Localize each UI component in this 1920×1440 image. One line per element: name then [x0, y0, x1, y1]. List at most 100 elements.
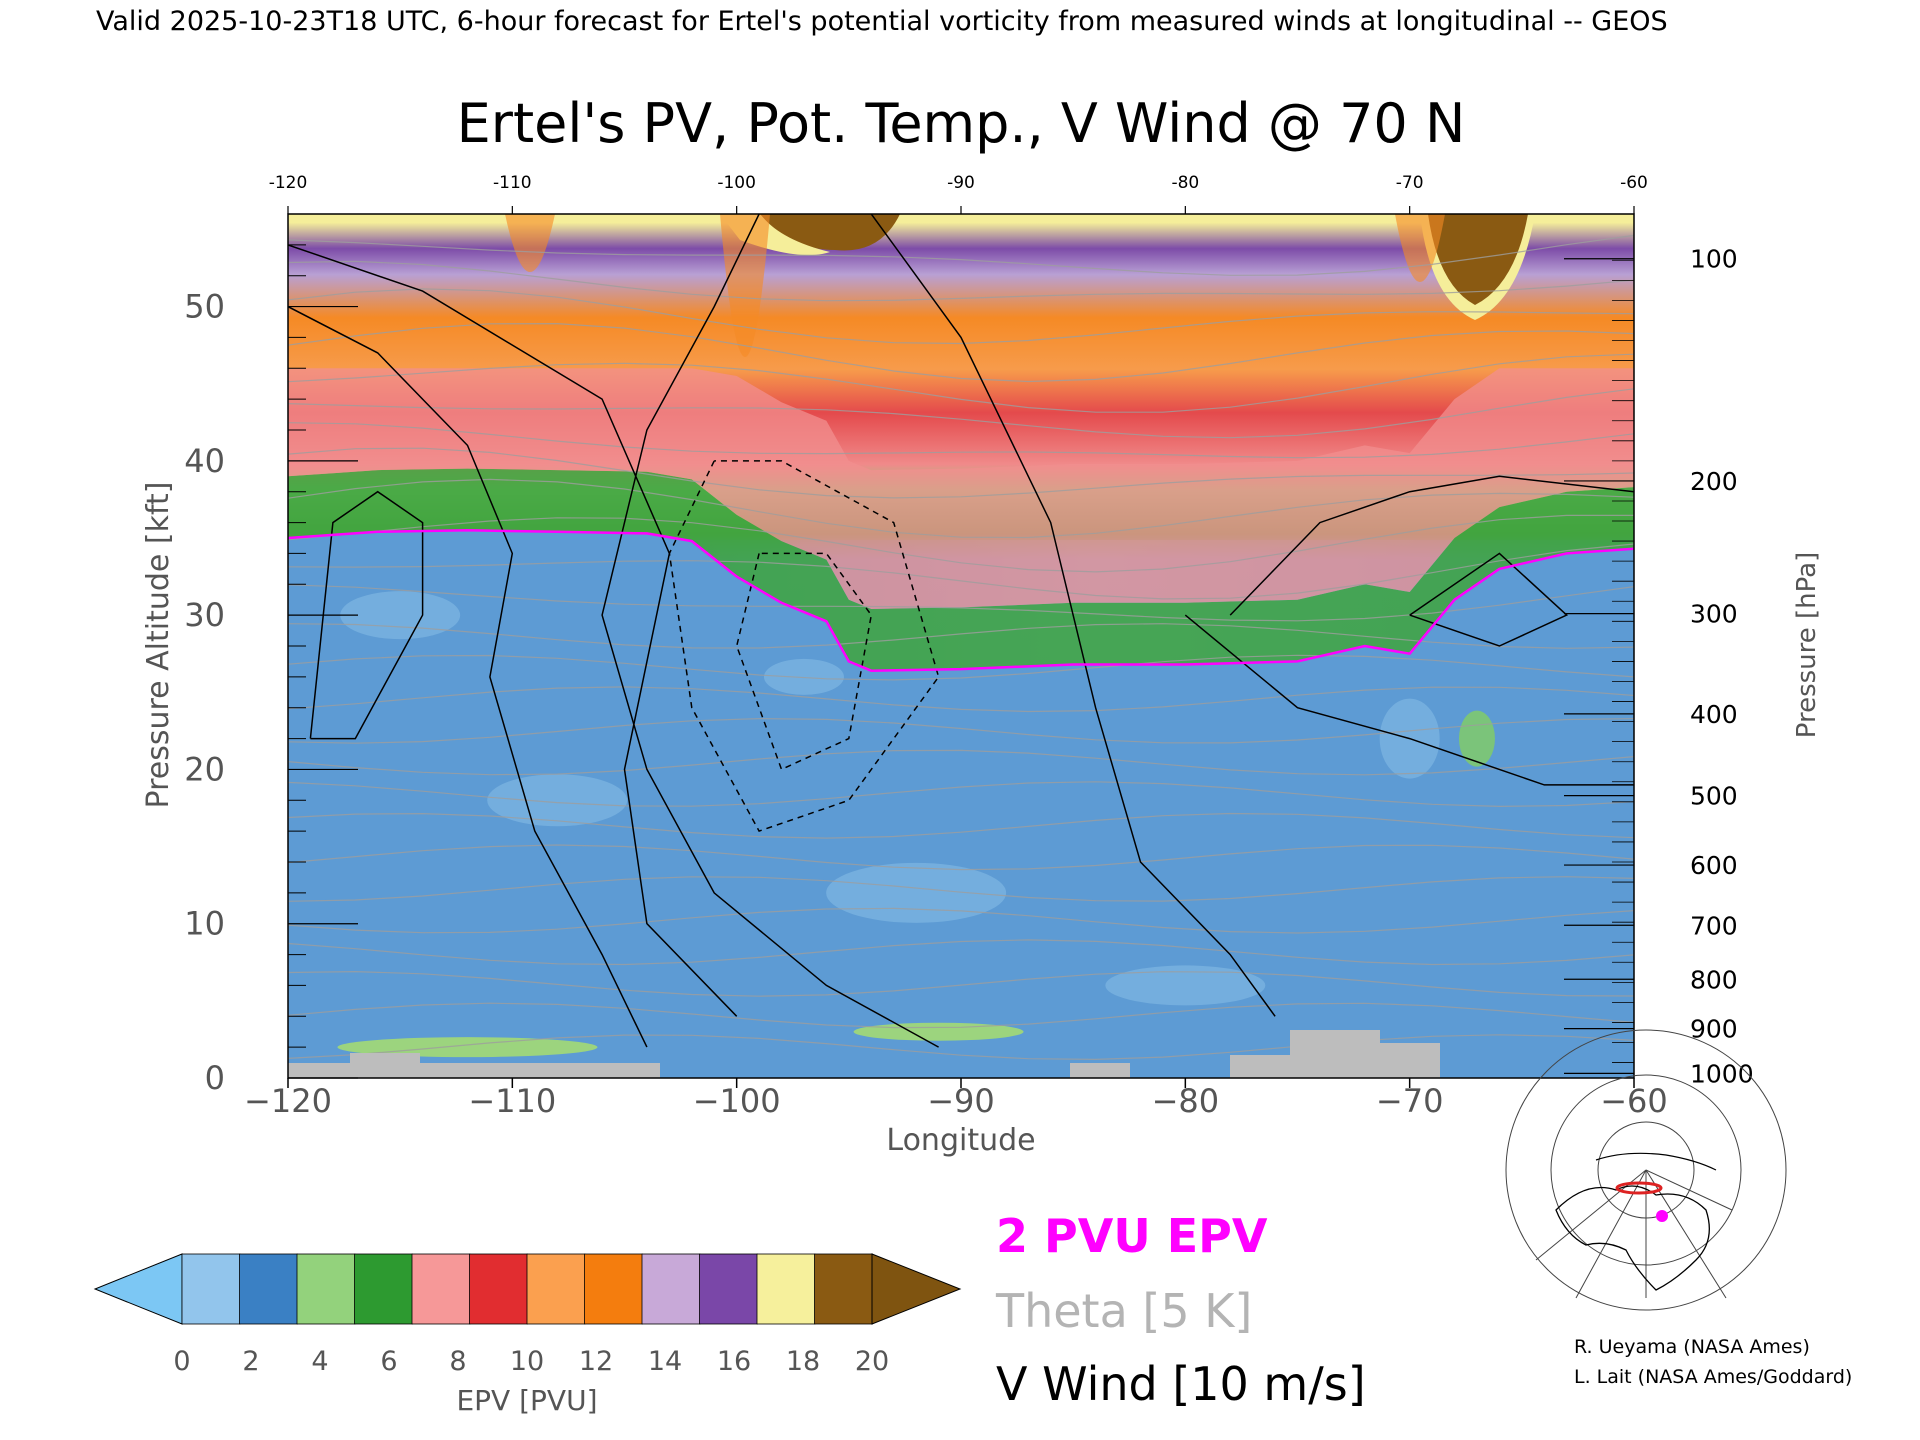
x-tick-label: −90 — [927, 1082, 995, 1120]
tropopause-2pvu-line — [288, 529, 1634, 672]
x-tick-label: −120 — [244, 1082, 332, 1120]
theta-line — [288, 543, 1634, 600]
pressure-tick-label: 1000 — [1690, 1059, 1754, 1088]
colorbar-tick-label: 10 — [510, 1346, 544, 1377]
pv-dip — [720, 214, 770, 357]
theta-line — [288, 260, 1634, 302]
colorbar-tick-label: 4 — [311, 1346, 328, 1377]
theta-line — [288, 812, 1634, 839]
colorbar: 0 2 4 6 8 10 12 14 16 18 20 — [93, 1253, 962, 1377]
pv-light-blob — [826, 862, 1007, 923]
colorbar-under-arrow — [93, 1253, 183, 1325]
pressure-tick-label: 200 — [1690, 467, 1738, 496]
v-wind-contour-line — [735, 552, 873, 771]
pressure-tick-label: 900 — [1690, 1015, 1738, 1044]
top-tick-label: -120 — [269, 173, 308, 193]
pressure-tick-label: 100 — [1690, 245, 1738, 274]
top-axis: -120 -110 -100 -90 -80 -70 -60 — [269, 173, 1648, 214]
theta-line — [288, 970, 1634, 997]
top-tick-label: -100 — [717, 173, 756, 193]
surface-pv-streak — [337, 1037, 598, 1058]
colorbar-tick-label: 2 — [242, 1346, 259, 1377]
v-wind-contour-line — [1184, 614, 1634, 786]
theta-line — [288, 478, 1634, 539]
colorbar-segment — [814, 1253, 873, 1325]
v-wind-contour-line — [1229, 475, 1634, 616]
v-wind-contour-line — [601, 214, 939, 1048]
top-tick-label: -70 — [1396, 173, 1424, 193]
y-tick-label: 50 — [184, 288, 225, 326]
v-wind-contour-line — [870, 214, 1276, 1017]
theta-line — [288, 907, 1634, 934]
y-tick-label: 10 — [184, 905, 225, 943]
theta-line — [288, 422, 1634, 459]
pressure-tick-label: 800 — [1690, 965, 1738, 994]
colorbar-tick-label: 8 — [449, 1346, 466, 1377]
theta-line — [288, 322, 1634, 383]
colorbar-segment — [469, 1253, 528, 1325]
valid-time-header: Valid 2025-10-23T18 UTC, 6-hour forecast… — [96, 6, 1668, 37]
colorbar-label: EPV [PVU] — [456, 1384, 597, 1417]
pv-dip — [1395, 214, 1445, 282]
pv-light-blob — [340, 591, 461, 640]
colorbar-over-arrow — [871, 1253, 962, 1325]
colorbar-segment — [584, 1253, 643, 1325]
x-tick-label: −80 — [1152, 1082, 1220, 1120]
colorbar-tick-label: 16 — [717, 1346, 751, 1377]
theta-line — [288, 717, 1634, 744]
pressure-tick-label: 700 — [1690, 911, 1738, 940]
x-axis: −120 −110 −100 −90 −80 −70 −60 — [244, 1078, 1668, 1120]
theta-line — [288, 654, 1634, 681]
pressure-tick-label: 400 — [1690, 700, 1738, 729]
top-tick-label: -90 — [947, 173, 975, 193]
theta-line — [288, 447, 1634, 499]
polar-map-icon — [1505, 1029, 1787, 1311]
chart-title: Ertel's PV, Pot. Temp., V Wind @ 70 N — [457, 92, 1466, 155]
pressure-tick-label: 300 — [1690, 600, 1738, 629]
v-wind-contours — [288, 214, 1634, 1048]
colorbar-segment — [296, 1253, 356, 1325]
theta-line — [288, 939, 1634, 966]
legend-theta: Theta [5 K] — [995, 1284, 1252, 1338]
legend-vwind: V Wind [10 m/s] — [996, 1357, 1366, 1411]
theta-line — [288, 1034, 1634, 1061]
y-tick-label: 20 — [184, 750, 225, 788]
lower-stratosphere-band — [288, 468, 1634, 671]
colorbar-segment — [181, 1253, 241, 1325]
terrain-mask — [288, 1030, 1440, 1078]
top-tick-label: -60 — [1620, 173, 1648, 193]
v-wind-contour-line — [309, 490, 424, 740]
pressure-axis-label: Pressure [hPa] — [1792, 552, 1822, 739]
colorbar-segment — [699, 1253, 758, 1325]
x-tick-label: −100 — [693, 1082, 781, 1120]
colorbar-segment — [756, 1253, 816, 1325]
y-axis-label: Pressure Altitude [kft] — [141, 482, 176, 809]
legend-epv: 2 PVU EPV — [996, 1209, 1268, 1263]
pv-max-anomaly — [1428, 214, 1528, 305]
x-tick-label: −60 — [1600, 1082, 1668, 1120]
pressure-axis: 100 200 300 400 500 600 700 800 900 1000 — [1564, 245, 1754, 1088]
theta-line — [288, 1002, 1634, 1029]
pv-light-blob — [1105, 965, 1266, 1006]
colorbar-tick-label: 6 — [380, 1346, 397, 1377]
theta-line — [288, 388, 1634, 439]
y-axis: 0 10 20 30 40 50 — [184, 244, 358, 1097]
colorbar-segment — [239, 1253, 298, 1325]
v-wind-contour-line — [668, 460, 940, 833]
pv-light-blob — [763, 658, 844, 695]
v-wind-contour-line — [1409, 552, 1569, 647]
colorbar-segment — [354, 1253, 413, 1325]
y-tick-label: 40 — [184, 442, 225, 480]
top-tick-label: -110 — [493, 173, 532, 193]
theta-line — [288, 353, 1634, 413]
theta-line — [288, 844, 1634, 871]
theta-line — [288, 749, 1634, 776]
theta-line — [288, 623, 1634, 649]
colorbar-tick-label: 0 — [173, 1346, 190, 1377]
colorbar-tick-label: 20 — [855, 1346, 889, 1377]
x-tick-label: −110 — [468, 1082, 556, 1120]
v-wind-contour-line — [288, 305, 648, 1048]
colorbar-segment — [641, 1253, 701, 1325]
pv-light-blob — [487, 774, 628, 827]
